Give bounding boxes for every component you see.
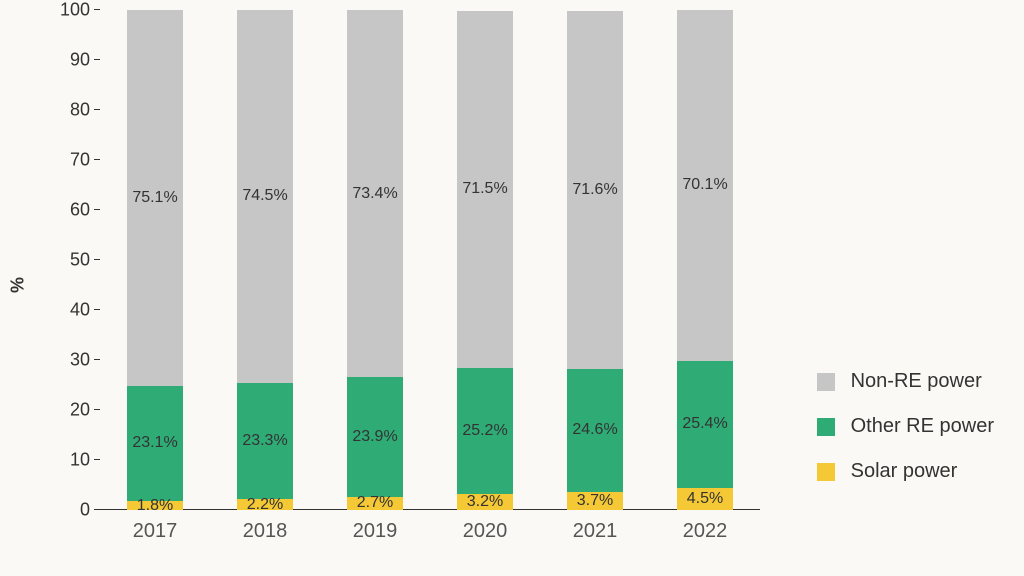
x-tick-label: 2019 [353,510,398,543]
bar-group: 20171.8%23.1%75.1% [127,10,183,510]
segment-value-label: 24.6% [572,421,617,439]
legend-swatch-icon [817,463,835,481]
bar-group: 20182.2%23.3%74.5% [237,10,293,510]
x-tick-label: 2018 [243,510,288,543]
segment-value-label: 23.3% [242,432,287,450]
bars-container: 20171.8%23.1%75.1%20182.2%23.3%74.5%2019… [100,10,760,510]
y-tick-label: 40 [70,300,100,321]
segment-value-label: 25.4% [682,415,727,433]
legend-label: Solar power [851,460,958,483]
y-tick-label: 60 [70,200,100,221]
legend-swatch-icon [817,373,835,391]
bar-segment-otherre: 23.9% [347,377,403,497]
bar-segment-nonre: 73.4% [347,10,403,377]
bar-segment-solar: 2.7% [347,497,403,511]
bar-group: 20224.5%25.4%70.1% [677,10,733,510]
plot-area: 0102030405060708090100 20171.8%23.1%75.1… [100,10,760,510]
bar-segment-otherre: 25.2% [457,368,513,494]
legend-label: Non-RE power [851,370,982,393]
y-tick-label: 30 [70,350,100,371]
bar-segment-nonre: 70.1% [677,10,733,361]
segment-value-label: 3.7% [577,492,613,510]
bar-segment-nonre: 75.1% [127,10,183,386]
bar-segment-solar: 4.5% [677,488,733,511]
segment-value-label: 71.5% [462,180,507,198]
y-axis-label: % [8,277,29,293]
segment-value-label: 3.2% [467,493,503,511]
bar-segment-nonre: 71.5% [457,11,513,369]
segment-value-label: 4.5% [687,490,723,508]
legend-item-solar: Solar power [817,460,994,483]
x-tick-label: 2022 [683,510,728,543]
bar-group: 20192.7%23.9%73.4% [347,10,403,510]
legend-item-otherre: Other RE power [817,415,994,438]
bar-segment-solar: 1.8% [127,501,183,510]
segment-value-label: 25.2% [462,422,507,440]
x-tick-label: 2021 [573,510,618,543]
chart: % 0102030405060708090100 20171.8%23.1%75… [40,10,800,560]
y-tick-label: 80 [70,100,100,121]
segment-value-label: 23.9% [352,428,397,446]
segment-value-label: 74.5% [242,187,287,205]
bar-group: 20203.2%25.2%71.5% [457,10,513,510]
legend-swatch-icon [817,418,835,436]
bar-segment-solar: 3.7% [567,492,623,511]
y-tick-label: 50 [70,250,100,271]
segment-value-label: 70.1% [682,176,727,194]
segment-value-label: 71.6% [572,181,617,199]
x-tick-label: 2020 [463,510,508,543]
legend: Non-RE power Other RE power Solar power [817,370,994,505]
y-tick-label: 100 [60,0,100,21]
y-tick-label: 0 [80,500,100,521]
y-tick-label: 70 [70,150,100,171]
bar-segment-otherre: 25.4% [677,361,733,488]
bar-segment-otherre: 24.6% [567,369,623,492]
legend-label: Other RE power [851,415,994,438]
bar-segment-nonre: 71.6% [567,11,623,369]
segment-value-label: 75.1% [132,189,177,207]
bar-segment-nonre: 74.5% [237,10,293,383]
bar-segment-otherre: 23.3% [237,383,293,500]
legend-item-nonre: Non-RE power [817,370,994,393]
bar-segment-solar: 3.2% [457,494,513,510]
y-tick-label: 20 [70,400,100,421]
bar-segment-solar: 2.2% [237,499,293,510]
bar-group: 20213.7%24.6%71.6% [567,10,623,510]
y-tick-label: 10 [70,450,100,471]
segment-value-label: 23.1% [132,434,177,452]
segment-value-label: 73.4% [352,185,397,203]
bar-segment-otherre: 23.1% [127,386,183,502]
x-tick-label: 2017 [133,510,178,543]
y-tick-label: 90 [70,50,100,71]
